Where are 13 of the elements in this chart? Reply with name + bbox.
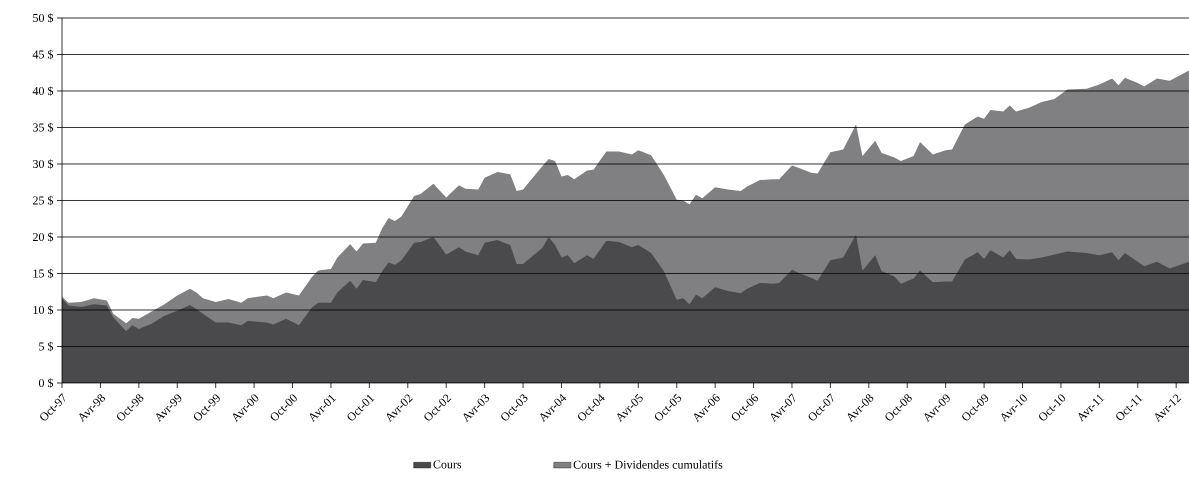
y-tick-label: 5 $ xyxy=(39,341,54,352)
y-tick-label: 45 $ xyxy=(32,49,54,60)
legend-label: Cours xyxy=(433,460,462,469)
y-tick-label: 35 $ xyxy=(33,122,54,133)
y-tick-label: 15 $ xyxy=(33,268,54,279)
y-tick-label: 0 $ xyxy=(38,378,54,388)
y-tick-label: 50 $ xyxy=(33,13,54,23)
legend-label: Cours + Dividendes cumulatifs xyxy=(573,460,723,469)
y-tick-label: 20 $ xyxy=(33,232,54,242)
y-tick-label: 40 $ xyxy=(32,86,54,96)
y-tick-label: 25 $ xyxy=(33,195,54,206)
y-tick-label: 30 $ xyxy=(33,159,54,169)
y-tick-label: 10 $ xyxy=(33,305,54,315)
